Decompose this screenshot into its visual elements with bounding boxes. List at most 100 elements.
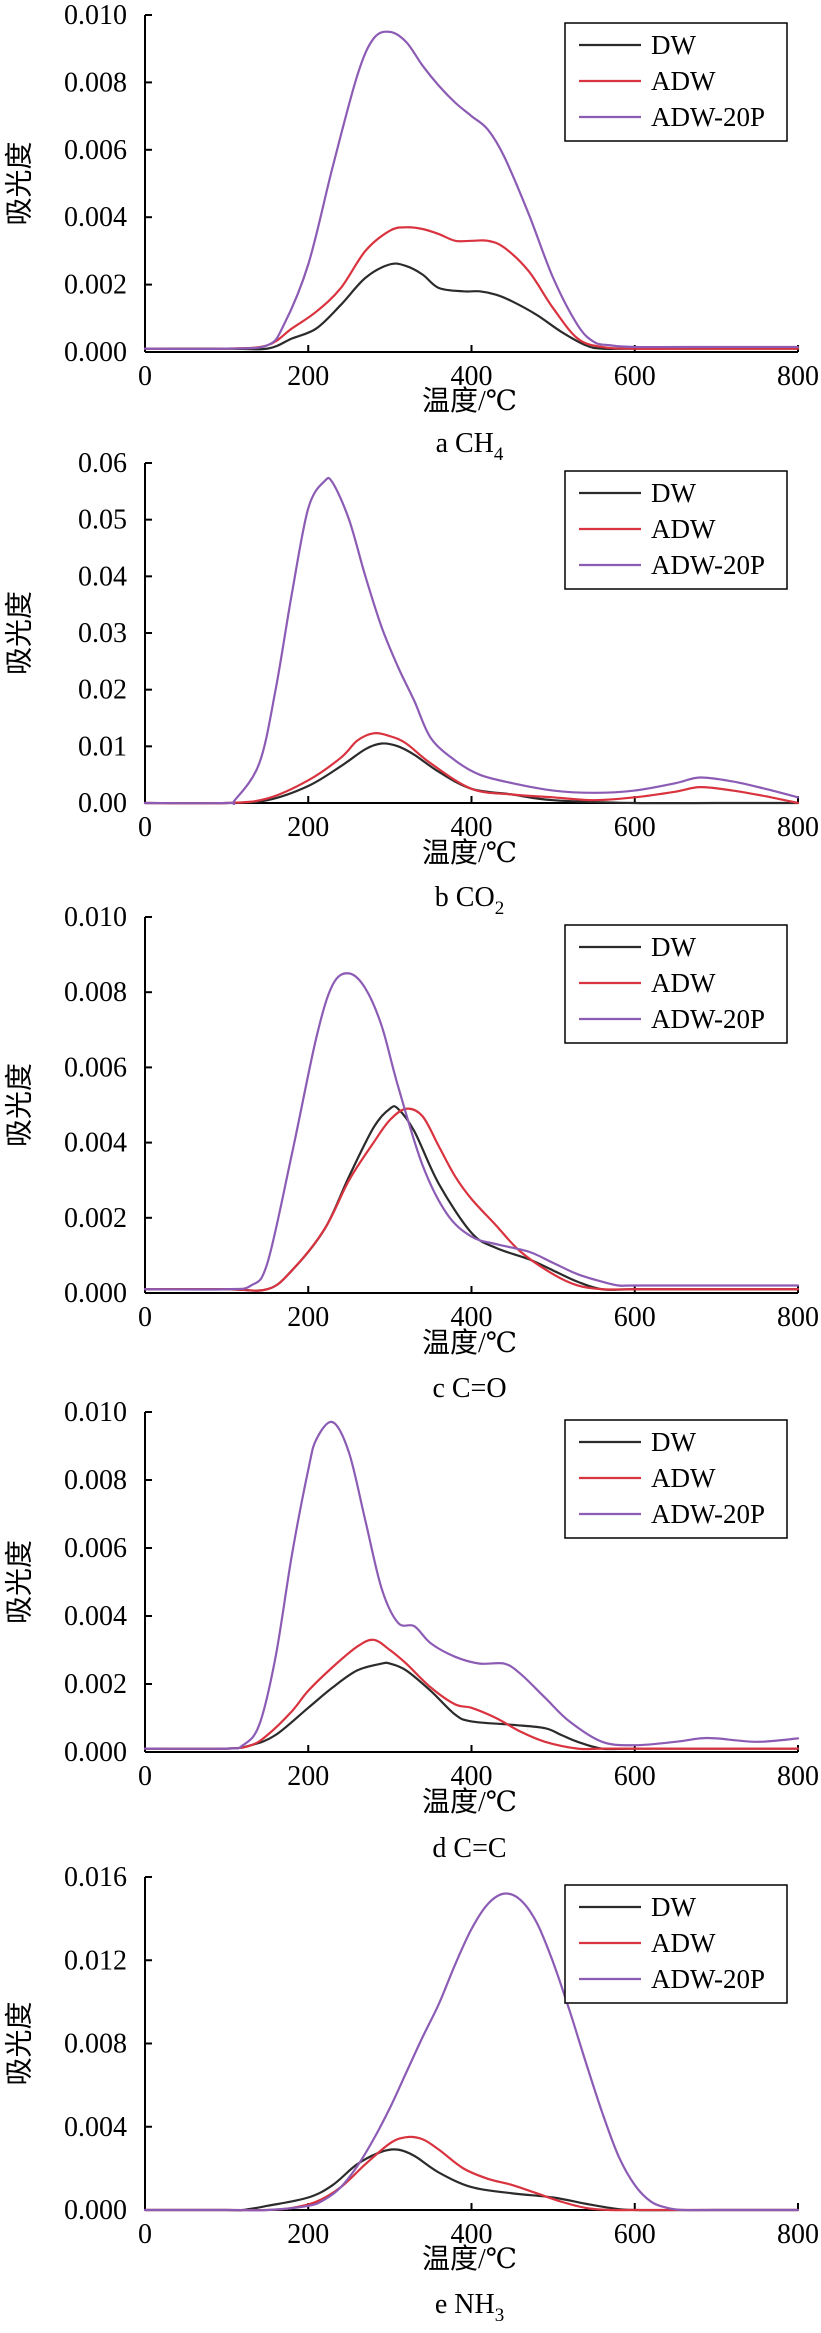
panel-1-y-tick-label: 0.004	[64, 202, 127, 233]
panel-1-x-tick-label: 800	[777, 361, 819, 392]
panel-5-y-tick-label: 0.000	[64, 2195, 127, 2226]
panel-2-y-tick-label: 0.06	[78, 448, 127, 479]
panel-3-y-tick-label: 0.004	[64, 1128, 127, 1159]
panel-5-y-tick-label: 0.008	[64, 2029, 127, 2060]
panel-4-y-tick-label: 0.000	[64, 1737, 127, 1768]
panel-5-x-tick-label: 200	[287, 2219, 329, 2250]
panel-5-series-line-adw	[143, 2135, 800, 2212]
panel-3-y-tick-label: 0.002	[64, 1203, 127, 1234]
panel-5-x-tick-label: 600	[614, 2219, 656, 2250]
panel-5-legend-label-adw: ADW	[651, 1928, 716, 1958]
panel-1-series-line-dw	[143, 262, 800, 351]
panel-3-y-tick-label: 0.000	[64, 1278, 127, 1309]
panel-3-series-line-adw	[143, 1107, 800, 1292]
panel-2-y-tick-label: 0.02	[78, 675, 127, 706]
panel-4-y-tick-label: 0.010	[64, 1397, 127, 1428]
panel-2-y-tick-label: 0.04	[78, 561, 127, 592]
panel-3-x-tick-label: 800	[777, 1302, 819, 1333]
panel-1-series-line-adw	[143, 226, 800, 350]
panel-1-y-axis-label: 吸光度	[3, 141, 35, 225]
panel-5-legend-label-dw: DW	[651, 1892, 696, 1922]
panel-4-legend-label-adw: ADW	[651, 1463, 716, 1493]
panel-2-x-tick-label: 200	[287, 812, 329, 843]
panel-1-legend-label-adw-20p: ADW-20P	[651, 102, 765, 132]
panel-5-y-axis-label: 吸光度	[3, 2001, 35, 2085]
panel-2-x-tick-label: 800	[777, 812, 819, 843]
panel-3-x-tick-label: 400	[451, 1302, 493, 1333]
panel-5-x-tick-label: 800	[777, 2219, 819, 2250]
panel-3-y-axis-label: 吸光度	[3, 1063, 35, 1147]
panel-4-caption: d C=C	[432, 1833, 506, 1864]
panel-1-y-tick-label: 0.002	[64, 270, 127, 301]
panel-3-legend-label-dw: DW	[651, 932, 696, 962]
panel-5-legend-label-adw-20p: ADW-20P	[651, 1964, 765, 1994]
panel-2-x-tick-label: 600	[614, 812, 656, 843]
panel-2-x-tick-label: 400	[451, 812, 493, 843]
panel-3-series-line-adw-20p	[143, 972, 800, 1291]
panel-2-legend-label-dw: DW	[651, 478, 696, 508]
panel-4-legend-label-adw-20p: ADW-20P	[651, 1499, 765, 1529]
panel-1-y-tick-label: 0.010	[64, 0, 127, 31]
panel-4-x-tick-label: 0	[138, 1761, 152, 1792]
panel-2-caption: b CO2	[435, 882, 504, 919]
panel-4-y-tick-label: 0.006	[64, 1533, 127, 1564]
panel-2-series-line-dw	[143, 742, 800, 805]
panel-1-legend-label-adw: ADW	[651, 66, 716, 96]
panel-4-x-tick-label: 800	[777, 1761, 819, 1792]
panel-4-x-tick-label: 600	[614, 1761, 656, 1792]
panel-5-caption: e NH3	[435, 2289, 504, 2326]
panel-3-y-tick-label: 0.006	[64, 1052, 127, 1083]
panel-5-y-tick-label: 0.004	[64, 2112, 127, 2143]
panel-3-legend-label-adw: ADW	[651, 968, 716, 998]
panel-4-legend-label-dw: DW	[651, 1427, 696, 1457]
panel-2-x-axis-label: 温度/℃	[422, 837, 517, 869]
panel-1-caption: a CH4	[436, 428, 504, 465]
panel-1-x-tick-label: 400	[451, 361, 493, 392]
panel-4-x-tick-label: 200	[287, 1761, 329, 1792]
panel-3-x-tick-label: 0	[138, 1302, 152, 1333]
panel-5-y-tick-label: 0.016	[64, 1862, 127, 1893]
panel-3-y-tick-label: 0.008	[64, 977, 127, 1008]
panel-1-legend-label-dw: DW	[651, 30, 696, 60]
panel-1-x-axis-label: 温度/℃	[422, 385, 517, 417]
panel-3-y-tick-label: 0.010	[64, 902, 127, 933]
panel-2-y-tick-label: 0.00	[78, 788, 127, 819]
panel-5-series-line-adw-20p	[143, 1892, 800, 2212]
panel-3-x-axis-label: 温度/℃	[422, 1327, 517, 1359]
panel-2-y-tick-label: 0.03	[78, 618, 127, 649]
panel-5-x-tick-label: 400	[451, 2219, 493, 2250]
panel-1-x-tick-label: 0	[138, 361, 152, 392]
panel-2-x-tick-label: 0	[138, 812, 152, 843]
panel-1-y-tick-label: 0.000	[64, 337, 127, 368]
panel-1-y-tick-label: 0.008	[64, 67, 127, 98]
panel-4-x-axis-label: 温度/℃	[422, 1786, 517, 1818]
panel-1-series-line-adw-20p	[143, 30, 800, 350]
panel-5-x-axis-label: 温度/℃	[422, 2243, 517, 2275]
panel-2-legend-label-adw: ADW	[651, 514, 716, 544]
panel-4-x-tick-label: 400	[451, 1761, 493, 1792]
panel-4-y-tick-label: 0.004	[64, 1601, 127, 1632]
panel-4-y-axis-label: 吸光度	[3, 1540, 35, 1624]
panel-3-x-tick-label: 200	[287, 1302, 329, 1333]
panel-2-series-line-adw-20p	[143, 476, 800, 805]
panel-2-y-tick-label: 0.05	[78, 505, 127, 536]
panel-4-y-tick-label: 0.002	[64, 1669, 127, 1700]
panel-5-x-tick-label: 0	[138, 2219, 152, 2250]
panel-1-x-tick-label: 200	[287, 361, 329, 392]
panel-3-caption: c C=O	[432, 1373, 506, 1404]
panel-4-series-line-adw	[143, 1638, 800, 1751]
panel-3-legend-label-adw-20p: ADW-20P	[651, 1004, 765, 1034]
panel-5-y-tick-label: 0.012	[64, 1945, 127, 1976]
panel-2-y-axis-label: 吸光度	[3, 591, 35, 675]
panel-1-x-tick-label: 600	[614, 361, 656, 392]
panel-4-y-tick-label: 0.008	[64, 1465, 127, 1496]
panel-4-series-line-dw	[143, 1661, 800, 1751]
panel-2-y-tick-label: 0.01	[78, 731, 127, 762]
panel-2-legend-label-adw-20p: ADW-20P	[651, 550, 765, 580]
panel-5-series-line-dw	[143, 2148, 800, 2212]
panel-2-series-line-adw	[143, 732, 800, 805]
panel-4-series-line-adw-20p	[143, 1420, 800, 1750]
panel-3-x-tick-label: 600	[614, 1302, 656, 1333]
panel-1-y-tick-label: 0.006	[64, 135, 127, 166]
